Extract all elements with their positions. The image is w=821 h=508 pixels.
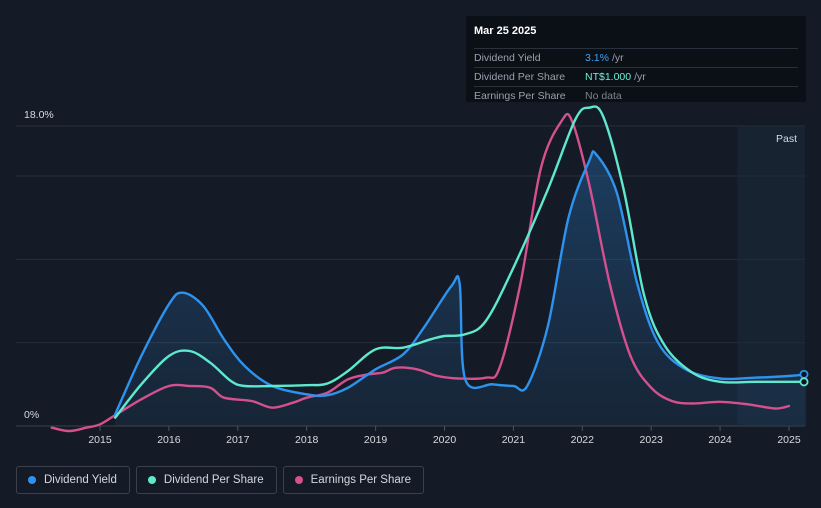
legend-dot-icon xyxy=(147,476,156,484)
x-tick-label: 2023 xyxy=(640,434,664,446)
end-marker-dividend-yield xyxy=(799,369,809,379)
tooltip-row-earnings-per-share: Earnings Per Share No data xyxy=(474,87,798,105)
tooltip-value: No data xyxy=(585,90,622,102)
x-tick-label: 2017 xyxy=(226,434,250,446)
tooltip-value: NT$1.000 xyxy=(585,71,632,83)
series-line-dividend-per-share xyxy=(114,105,808,419)
tooltip-label: Earnings Per Share xyxy=(474,90,566,102)
series-area-dividend-yield xyxy=(115,151,807,427)
x-tick-label: 2015 xyxy=(88,434,112,446)
end-markers xyxy=(799,369,809,387)
x-tick-label: 2020 xyxy=(433,434,457,446)
legend-item-earnings-per-share[interactable]: Earnings Per Share xyxy=(282,466,424,494)
tooltip-row-dividend-yield: Dividend Yield 3.1% /yr xyxy=(474,49,798,68)
legend-label: Dividend Yield xyxy=(44,474,117,486)
x-tick-label: 2024 xyxy=(708,434,732,446)
tooltip-date: Mar 25 2025 xyxy=(474,22,798,49)
tooltip-unit: /yr xyxy=(634,71,646,83)
x-axis: 2015 2016 2017 2018 2019 2020 2021 2022 2023 2024… xyxy=(88,426,801,446)
hover-tooltip: Mar 25 2025 Dividend Yield 3.1% /yr Divi… xyxy=(466,16,806,102)
legend-label: Dividend Per Share xyxy=(163,474,264,486)
tooltip-label: Dividend Yield xyxy=(474,52,541,64)
legend-label: Earnings Per Share xyxy=(310,474,411,486)
x-tick-label: 2022 xyxy=(571,434,595,446)
x-tick-label: 2021 xyxy=(502,434,526,446)
legend-item-dividend-per-share[interactable]: Dividend Per Share xyxy=(135,466,277,494)
y-axis-min-label: 0% xyxy=(24,409,39,421)
series-line-earnings-per-share xyxy=(50,112,791,433)
x-tick-label: 2016 xyxy=(157,434,181,446)
legend-item-dividend-yield[interactable]: Dividend Yield xyxy=(16,466,130,494)
y-axis-max-label: 18.0% xyxy=(24,109,54,121)
x-tick-label: 2019 xyxy=(364,434,388,446)
legend: Dividend Yield Dividend Per Share Earnin… xyxy=(16,466,424,494)
x-tick-label: 2025 xyxy=(777,434,801,446)
tooltip-unit: /yr xyxy=(611,52,624,64)
x-tick-label: 2018 xyxy=(295,434,319,446)
series-line-dividend-yield xyxy=(114,150,808,416)
legend-dot-icon xyxy=(28,476,36,484)
past-label: Past xyxy=(776,133,797,145)
legend-dot-icon xyxy=(294,476,303,484)
tooltip-label: Dividend Per Share xyxy=(474,71,566,83)
tooltip-value: 3.1% xyxy=(585,52,609,64)
series-layer xyxy=(50,105,808,433)
end-marker-dividend-per-share xyxy=(799,377,809,387)
tooltip-row-dividend-per-share: Dividend Per Share NT$1.000 /yr xyxy=(474,68,798,87)
